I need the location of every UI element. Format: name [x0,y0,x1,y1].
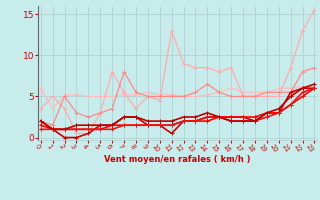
X-axis label: Vent moyen/en rafales ( km/h ): Vent moyen/en rafales ( km/h ) [104,155,251,164]
